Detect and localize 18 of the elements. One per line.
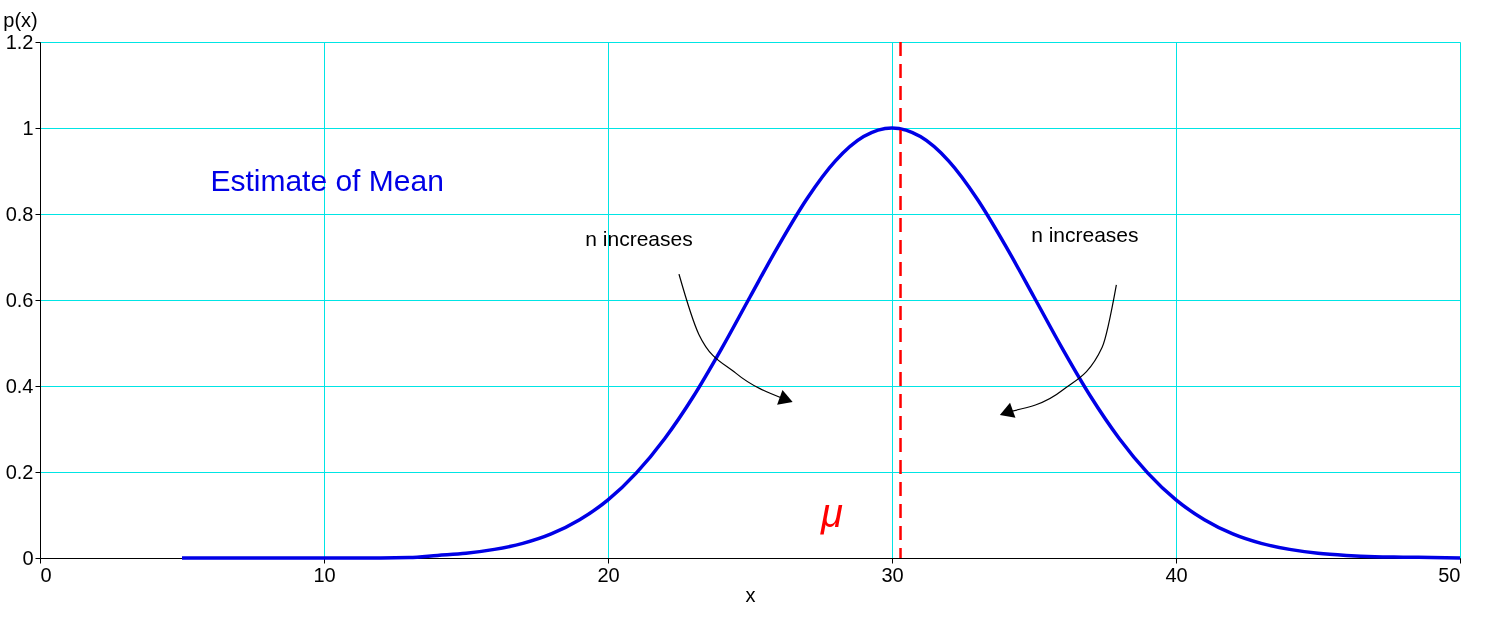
y-tick-label: 1 — [22, 116, 34, 139]
x-tick-label: 10 — [313, 563, 336, 586]
y-tick-label: 0.4 — [5, 374, 34, 397]
annotation: n increases — [1031, 222, 1139, 246]
y-tick-label: 0.8 — [5, 202, 34, 225]
y-tick-label: 0.6 — [5, 288, 34, 311]
x-axis-title: x — [745, 583, 756, 606]
x-tick-label: 0 — [40, 563, 52, 586]
y-tick-label: 1.2 — [5, 30, 34, 53]
x-tick-label: 50 — [1438, 563, 1461, 586]
annotation: μ — [820, 491, 843, 535]
line-series — [180, 126, 1462, 560]
y-tick-label: 0 — [22, 546, 34, 569]
x-tick-label: 20 — [597, 563, 620, 586]
x-tick-label: 40 — [1165, 563, 1188, 586]
x-tick-label: 30 — [881, 563, 904, 586]
y-tick-label: 0.2 — [5, 460, 34, 483]
y-axis-title: p(x) — [3, 8, 38, 31]
